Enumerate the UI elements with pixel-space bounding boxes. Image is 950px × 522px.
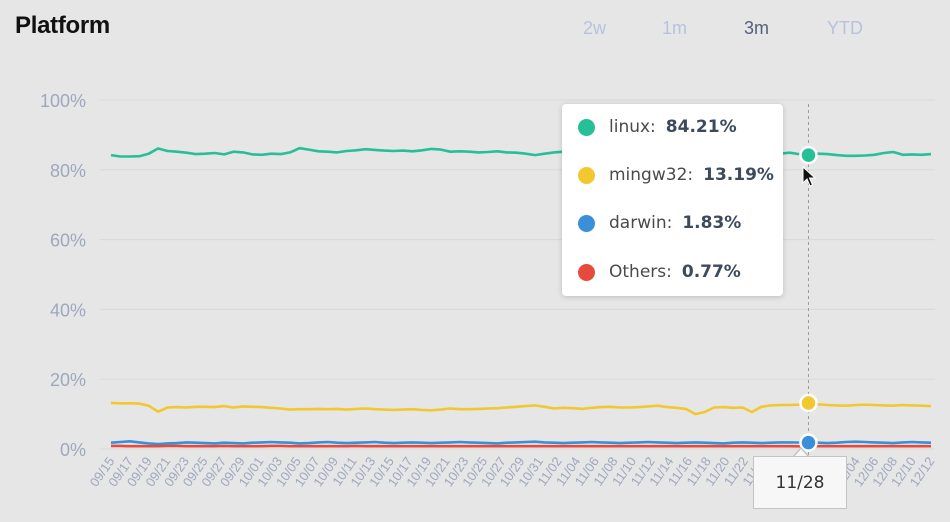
- legend-dot-icon: [578, 166, 595, 184]
- tooltip-row-others: Others: 0.77%: [578, 260, 741, 284]
- y-tick-label: 20%: [50, 370, 86, 390]
- mouse-cursor-icon: [802, 166, 816, 187]
- tooltip-series-name: Others:: [609, 262, 672, 282]
- y-tick-label: 0%: [60, 440, 86, 460]
- range-tab-ytd[interactable]: YTD: [827, 18, 863, 38]
- series-line-darwin: [110, 439, 932, 446]
- y-tick-label: 80%: [50, 161, 86, 181]
- hover-marker-linux: [799, 145, 818, 165]
- tooltip-series-name: darwin:: [609, 213, 673, 233]
- tooltip-series-value: 84.21%: [665, 117, 737, 137]
- hover-markers: [799, 145, 818, 452]
- hover-tooltip: linux: 84.21% mingw32: 13.19% darwin: 1.83% Ot…: [562, 104, 783, 296]
- series-lines: [110, 146, 932, 448]
- tooltip-row-linux: linux: 84.21%: [578, 115, 737, 139]
- series-line-mingw32: [110, 401, 932, 416]
- hover-marker-mingw32: [799, 393, 818, 413]
- y-tick-label: 40%: [50, 300, 86, 320]
- y-tick-label: 60%: [50, 231, 86, 251]
- tooltip-row-mingw32: mingw32: 13.19%: [578, 163, 774, 187]
- tooltip-series-name: linux:: [609, 117, 656, 137]
- range-tab-2w[interactable]: 2w: [583, 18, 607, 38]
- y-axis-ticks: 0% 20% 40% 60% 80% 100%: [40, 91, 86, 460]
- legend-dot-icon: [578, 214, 595, 232]
- range-tab-1m[interactable]: 1m: [662, 18, 688, 38]
- tooltip-series-value: 0.77%: [681, 262, 741, 282]
- page-title: Platform: [15, 12, 110, 39]
- tooltip-series-value: 1.83%: [682, 213, 742, 233]
- x-tooltip-caret-fill: [794, 449, 808, 457]
- x-hover-label: 11/28: [753, 456, 847, 509]
- range-tab-3m[interactable]: 3m: [744, 18, 770, 38]
- legend-dot-icon: [578, 118, 595, 136]
- y-tick-label: 100%: [40, 91, 86, 111]
- tooltip-series-value: 13.19%: [703, 165, 774, 185]
- tooltip-series-name: mingw32:: [609, 165, 694, 185]
- chart-grid: [100, 99, 935, 450]
- legend-dot-icon: [578, 263, 595, 281]
- series-line-linux: [110, 146, 932, 158]
- tooltip-row-darwin: darwin: 1.83%: [578, 211, 741, 235]
